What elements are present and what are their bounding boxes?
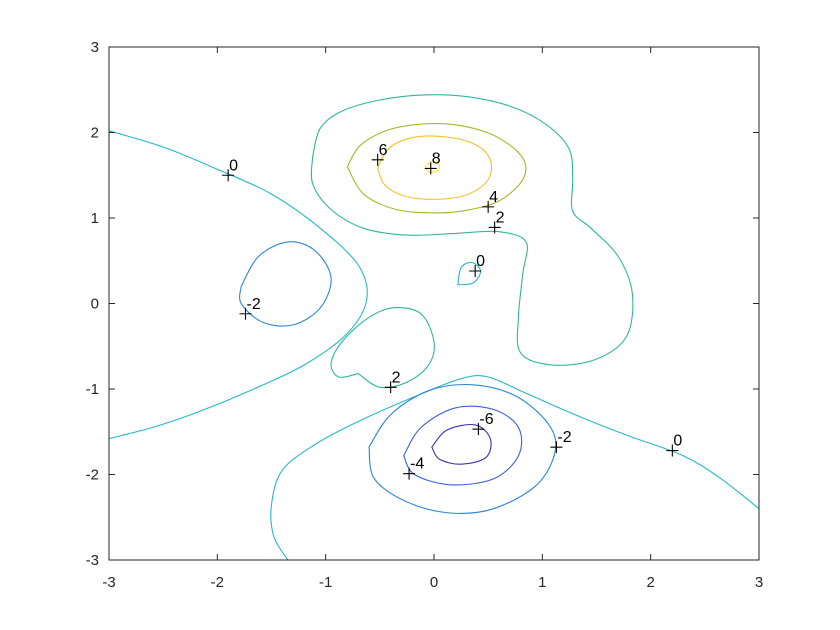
contour-line-level-8-0 xyxy=(424,161,441,173)
contour-label: -4 xyxy=(410,456,424,473)
contour-label-marker xyxy=(488,221,501,234)
y-tick-label: 0 xyxy=(91,296,99,313)
contour-label-marker xyxy=(469,265,482,278)
contour-line-level-6-1 xyxy=(377,135,493,200)
contour-label-marker xyxy=(384,381,397,394)
label-markers-group xyxy=(222,153,679,480)
contour-line-level-neg6-11 xyxy=(431,424,492,465)
contour-label: 8 xyxy=(432,150,441,167)
contour-line-level-4-2 xyxy=(346,123,527,214)
contour-label-marker xyxy=(403,467,416,480)
y-tick-label: 2 xyxy=(91,125,99,142)
contour-line-level-2-3 xyxy=(310,94,634,366)
x-tick-label: -2 xyxy=(211,574,224,591)
contour-label-marker xyxy=(472,423,485,436)
x-tick-label: 0 xyxy=(430,574,438,591)
contour-line-level-neg2-9 xyxy=(368,383,557,515)
y-tick-label: -1 xyxy=(86,381,99,398)
y-tick-label: -2 xyxy=(86,467,99,484)
contour-line-level-neg4-10 xyxy=(403,405,523,486)
contour-label-marker xyxy=(482,200,495,213)
x-tick-label: 1 xyxy=(538,574,546,591)
y-tick-label: 1 xyxy=(91,210,99,227)
contour-label: -2 xyxy=(247,296,261,313)
contour-line-level-2-4 xyxy=(330,307,435,389)
x-tick-label: 3 xyxy=(755,574,763,591)
contour-line-level-0-7 xyxy=(457,261,482,286)
contour-label-marker xyxy=(222,169,235,182)
contour-label: 6 xyxy=(379,142,388,159)
y-tick-label: -3 xyxy=(86,552,99,569)
contour-label-marker xyxy=(550,441,563,454)
contour-label: -6 xyxy=(479,411,493,428)
contour-label: 4 xyxy=(489,189,498,206)
contour-labels-group: 0 6 8 4 2 0 -2 2 -6 -2 0 -4 xyxy=(229,142,682,473)
x-tick-label: -1 xyxy=(319,574,332,591)
contour-label-marker xyxy=(424,162,437,175)
contour-label-marker xyxy=(239,307,252,320)
contour-label: 0 xyxy=(229,157,238,174)
contour-label: 0 xyxy=(476,253,485,270)
contour-line-level-0-6 xyxy=(270,375,760,561)
contour-label: 2 xyxy=(496,209,505,226)
contour-label: -2 xyxy=(557,429,571,446)
x-tick-label: 2 xyxy=(646,574,654,591)
axis-ticks-group: -3 -2 -1 0 1 2 3 -3 -2 -1 0 1 2 3 xyxy=(86,39,764,591)
contour-label: 0 xyxy=(673,433,682,450)
contour-label-marker xyxy=(666,444,679,457)
y-tick-label: 3 xyxy=(91,39,99,56)
contour-label: 2 xyxy=(392,369,401,386)
x-tick-label: -3 xyxy=(102,574,115,591)
contour-lines-group xyxy=(108,94,760,561)
contour-line-level-0-5 xyxy=(108,130,368,440)
contour-label-marker xyxy=(371,153,384,166)
